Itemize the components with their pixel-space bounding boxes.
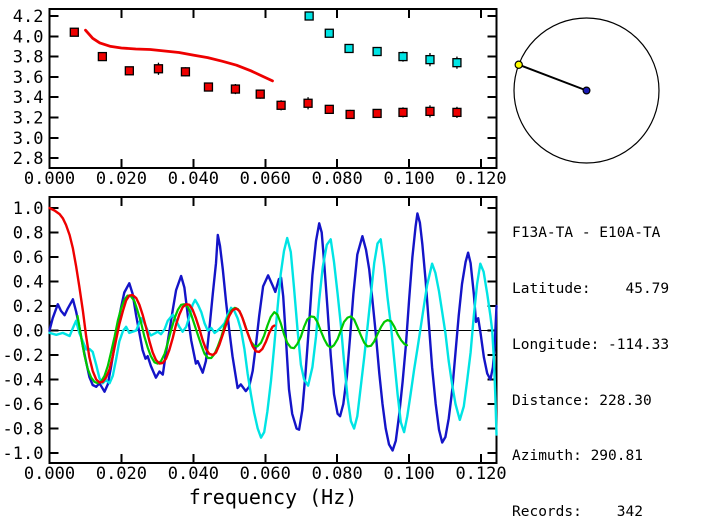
phase-velocity-picks-red-point[interactable] bbox=[97, 51, 108, 62]
remote-station-marker bbox=[514, 60, 523, 69]
azimuth-line: Azimuth: 290.81 bbox=[512, 448, 643, 465]
cross-spectrum-chart[interactable]: 0.000 0.020 0.040 0.060 0.080 0.100 0.120 -1.0 -… bbox=[3, 196, 507, 509]
x-tick-label: 0.120 bbox=[455, 169, 506, 189]
x-tick-label: 0.040 bbox=[168, 464, 219, 484]
x-tick-label: 0.020 bbox=[96, 464, 147, 484]
x-tick-label: 0.000 bbox=[24, 464, 75, 484]
phase-velocity-dispersion-chart[interactable]: 0.000 0.020 0.040 0.060 0.080 0.100 0.1202.83.… bbox=[13, 7, 507, 189]
reference-dispersion-curve-curve bbox=[84, 28, 274, 83]
cross-spectrum-red-curve bbox=[48, 206, 276, 384]
phase-velocity-picks-cyan-point[interactable] bbox=[398, 51, 408, 62]
x-tick-label: 0.020 bbox=[96, 169, 147, 189]
frequency-axis-label: frequency (Hz) bbox=[189, 485, 358, 509]
y-tick-label: 0.4 bbox=[13, 273, 44, 293]
y-tick-label: 3.2 bbox=[13, 108, 44, 128]
center-station-marker bbox=[582, 86, 591, 95]
y-tick-label: -0.4 bbox=[3, 370, 44, 390]
phase-velocity-picks-red-point[interactable] bbox=[124, 66, 134, 76]
y-tick-label: 0.8 bbox=[13, 224, 44, 244]
y-tick-label: -1.0 bbox=[3, 444, 44, 464]
phase-velocity-picks-cyan-point[interactable] bbox=[452, 58, 462, 68]
phase-velocity-picks-red-point[interactable] bbox=[425, 106, 435, 117]
y-tick-label: 2.8 bbox=[13, 149, 44, 169]
cross-spectrum-blue-curve bbox=[48, 212, 498, 452]
phase-velocity-picks-red-point[interactable] bbox=[203, 82, 214, 92]
phase-velocity-picks-cyan-point[interactable] bbox=[425, 54, 435, 65]
phase-velocity-picks-red-point[interactable] bbox=[303, 98, 313, 108]
phase-velocity-picks-red-point[interactable] bbox=[398, 107, 408, 118]
y-tick-label: 3.4 bbox=[13, 88, 44, 108]
phase-velocity-picks-cyan-point[interactable] bbox=[304, 11, 314, 21]
phase-velocity-picks-red-point[interactable] bbox=[372, 108, 382, 119]
phase-velocity-picks-red-point[interactable] bbox=[255, 89, 265, 99]
station-pair-title: F13A-TA - E10A-TA bbox=[512, 225, 661, 242]
station-info-panel: F13A-TA - E10A-TA Latitude: 45.79 Longit… bbox=[512, 187, 669, 519]
x-tick-label: 0.120 bbox=[455, 464, 506, 484]
great-circle bbox=[513, 17, 660, 164]
records-line: Records: 342 bbox=[512, 504, 643, 519]
y-tick-label: -0.8 bbox=[3, 419, 44, 439]
y-tick-label: -0.6 bbox=[3, 395, 44, 415]
cross-spectrum-cyan-curve bbox=[48, 236, 498, 439]
x-tick-label: 0.080 bbox=[312, 169, 363, 189]
phase-velocity-picks-red-point[interactable] bbox=[276, 100, 286, 110]
azimuth-circle-diagram bbox=[513, 17, 660, 164]
phase-velocity-picks-red-point[interactable] bbox=[180, 67, 191, 77]
x-tick-label: 0.080 bbox=[312, 464, 363, 484]
y-tick-label: 3.6 bbox=[13, 68, 44, 88]
y-tick-label: 4.2 bbox=[13, 7, 44, 27]
phase-velocity-picks-red-point[interactable] bbox=[452, 107, 462, 118]
phase-velocity-picks-red-point[interactable] bbox=[153, 64, 164, 74]
y-tick-label: 0.6 bbox=[13, 248, 44, 268]
y-tick-label: 3.0 bbox=[13, 129, 44, 149]
x-tick-label: 0.040 bbox=[168, 169, 219, 189]
phase-velocity-picks-red-point[interactable] bbox=[345, 109, 355, 120]
azimuth-line-segment bbox=[518, 63, 587, 92]
phase-velocity-picks-cyan-point[interactable] bbox=[324, 28, 334, 38]
distance-line: Distance: 228.30 bbox=[512, 392, 652, 409]
y-tick-label: 0.0 bbox=[13, 321, 44, 341]
phase-velocity-picks-cyan-point[interactable] bbox=[372, 46, 382, 57]
phase-velocity-picks-red-point[interactable] bbox=[230, 84, 241, 94]
y-tick-label: -0.2 bbox=[3, 346, 44, 366]
y-tick-label: 0.2 bbox=[13, 297, 44, 317]
phase-velocity-dispersion-frame bbox=[48, 8, 498, 169]
phase-velocity-picks-cyan-point[interactable] bbox=[344, 43, 354, 54]
y-tick-label: 1.0 bbox=[13, 199, 44, 219]
x-tick-label: 0.100 bbox=[384, 464, 435, 484]
x-tick-label: 0.000 bbox=[24, 169, 75, 189]
x-tick-label: 0.060 bbox=[240, 464, 291, 484]
longitude-line: Longitude: -114.33 bbox=[512, 336, 670, 353]
x-tick-label: 0.060 bbox=[240, 169, 291, 189]
y-tick-label: 3.8 bbox=[13, 48, 44, 68]
x-tick-label: 0.100 bbox=[384, 169, 435, 189]
latitude-line: Latitude: 45.79 bbox=[512, 280, 670, 297]
y-tick-label: 4.0 bbox=[13, 27, 44, 47]
phase-velocity-picks-red-point[interactable] bbox=[69, 27, 79, 37]
phase-velocity-picks-red-point[interactable] bbox=[324, 104, 334, 115]
